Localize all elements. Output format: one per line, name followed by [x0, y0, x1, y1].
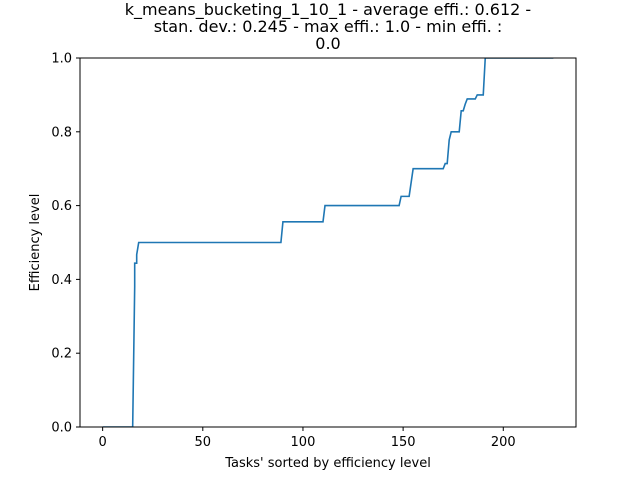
chart-title-line: k_means_bucketing_1_10_1 - average effi.…	[125, 0, 531, 20]
plot-area	[79, 57, 577, 428]
y-tick-label: 1.0	[51, 52, 72, 67]
chart-title: k_means_bucketing_1_10_1 - average effi.…	[125, 0, 531, 53]
y-tick-label: 0.6	[51, 199, 72, 214]
y-tick-label: 0.8	[51, 125, 72, 140]
x-tick-label: 50	[195, 435, 212, 450]
x-tick-label: 0	[98, 435, 106, 450]
x-tick-label: 200	[491, 435, 516, 450]
x-tick-label: 150	[391, 435, 416, 450]
chart-title-line: 0.0	[315, 34, 340, 53]
series-line	[102, 58, 554, 427]
y-tick-label: 0.2	[51, 347, 72, 362]
x-axis: 0 50 100 150 200	[98, 427, 516, 450]
y-tick-label: 0.0	[51, 421, 72, 436]
y-tick-label: 0.4	[51, 273, 72, 288]
y-axis-label: Efficiency level	[28, 194, 43, 292]
x-tick-label: 100	[291, 435, 316, 450]
chart-title-line: stan. dev.: 0.245 - max effi.: 1.0 - min…	[154, 17, 503, 36]
x-axis-label: Tasks' sorted by efficiency level	[224, 456, 431, 471]
y-axis: 0.0 0.2 0.4 0.6 0.8 1.0	[51, 52, 80, 436]
